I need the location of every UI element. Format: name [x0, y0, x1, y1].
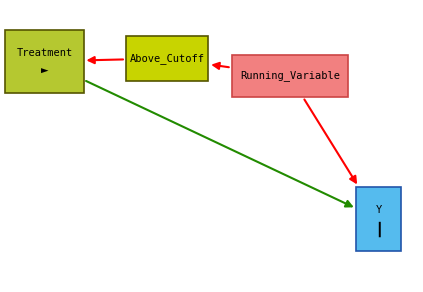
FancyBboxPatch shape	[356, 187, 401, 251]
FancyBboxPatch shape	[5, 30, 84, 93]
Text: ┃: ┃	[375, 222, 382, 237]
FancyBboxPatch shape	[232, 55, 348, 97]
Text: ►: ►	[41, 65, 48, 78]
Text: Above_Cutoff: Above_Cutoff	[129, 53, 205, 64]
Text: Y: Y	[376, 205, 382, 215]
Text: Running_Variable: Running_Variable	[240, 70, 340, 81]
Text: Treatment: Treatment	[16, 48, 72, 58]
FancyBboxPatch shape	[126, 36, 208, 81]
